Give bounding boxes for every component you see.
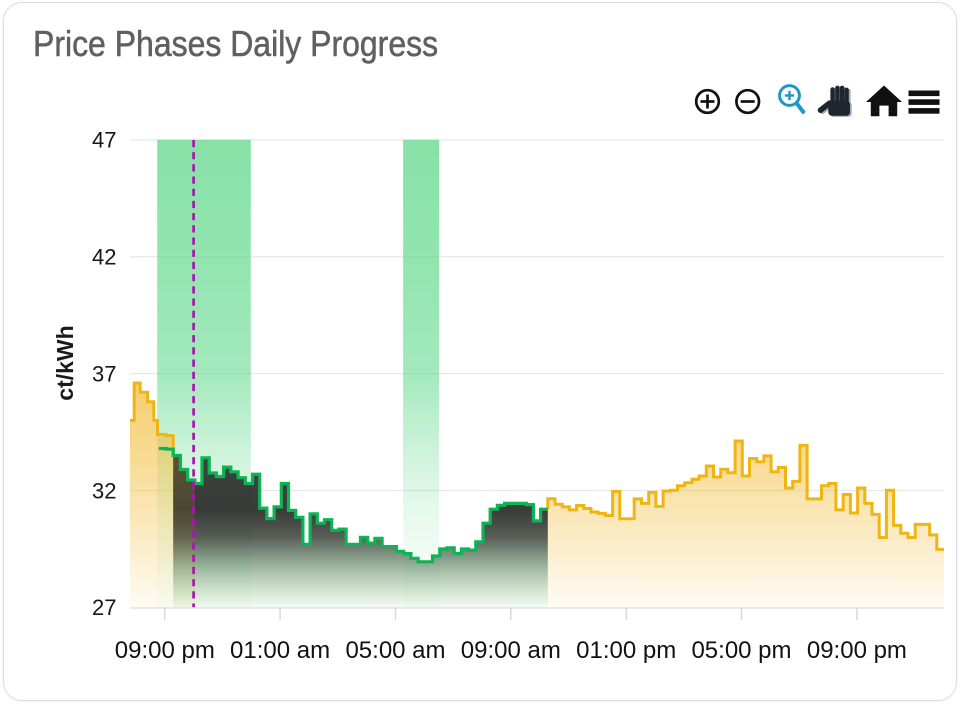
svg-text:05:00 am: 05:00 am <box>345 637 445 664</box>
svg-text:05:00 pm: 05:00 pm <box>691 637 791 664</box>
svg-text:27: 27 <box>92 595 116 620</box>
svg-text:ct/kWh: ct/kWh <box>52 325 78 400</box>
svg-text:01:00 am: 01:00 am <box>230 637 330 664</box>
svg-text:09:00 pm: 09:00 pm <box>115 637 215 664</box>
svg-text:09:00 pm: 09:00 pm <box>807 637 907 664</box>
svg-text:09:00 am: 09:00 am <box>461 637 561 664</box>
svg-text:37: 37 <box>92 361 116 386</box>
svg-text:32: 32 <box>92 478 116 503</box>
svg-text:47: 47 <box>92 128 116 153</box>
svg-text:42: 42 <box>92 245 116 270</box>
svg-text:01:00 pm: 01:00 pm <box>576 637 676 664</box>
